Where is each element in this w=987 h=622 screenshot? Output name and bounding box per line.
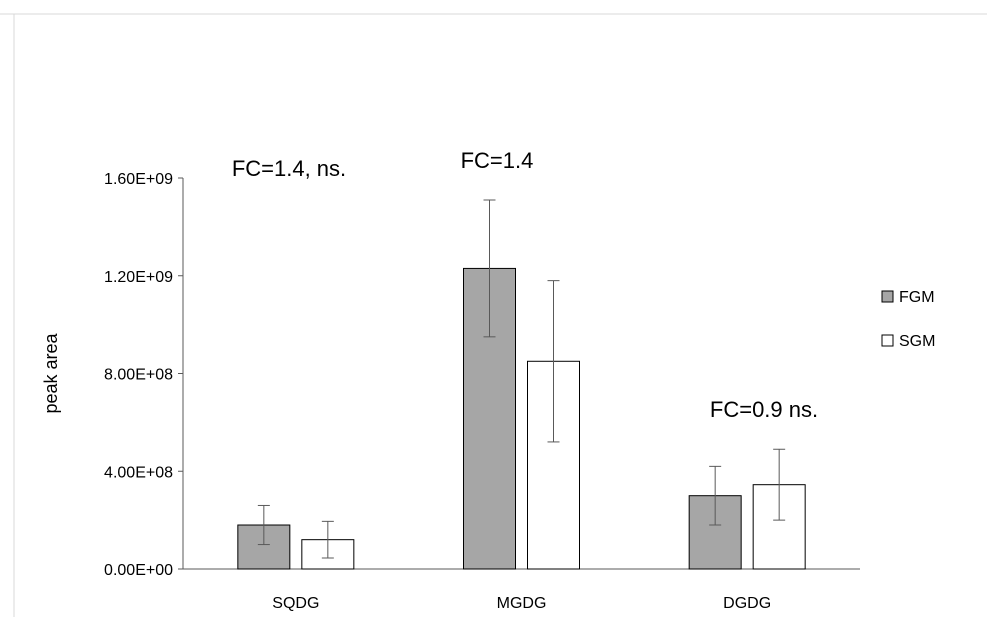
y-tick-label: 8.00E+08 bbox=[104, 367, 173, 384]
y-tick-label: 1.20E+09 bbox=[104, 269, 173, 286]
legend-label-sgm: SGM bbox=[899, 333, 935, 350]
fc-annotation: FC=1.4 bbox=[461, 148, 534, 173]
y-tick-label: 1.60E+09 bbox=[104, 171, 173, 188]
x-tick-label: SQDG bbox=[272, 595, 319, 612]
legend-swatch-sgm bbox=[881, 334, 894, 347]
y-tick-label: 0.00E+00 bbox=[104, 562, 173, 579]
legend-label-fgm: FGM bbox=[899, 289, 935, 306]
legend-swatch-fgm bbox=[881, 290, 894, 303]
y-axis-title: peak area bbox=[41, 332, 61, 413]
fc-annotation: FC=1.4, ns. bbox=[232, 156, 346, 181]
fc-annotation: FC=0.9 ns. bbox=[710, 397, 818, 422]
y-tick-label: 4.00E+08 bbox=[104, 464, 173, 481]
x-tick-label: DGDG bbox=[723, 595, 771, 612]
x-tick-label: MGDG bbox=[497, 595, 547, 612]
